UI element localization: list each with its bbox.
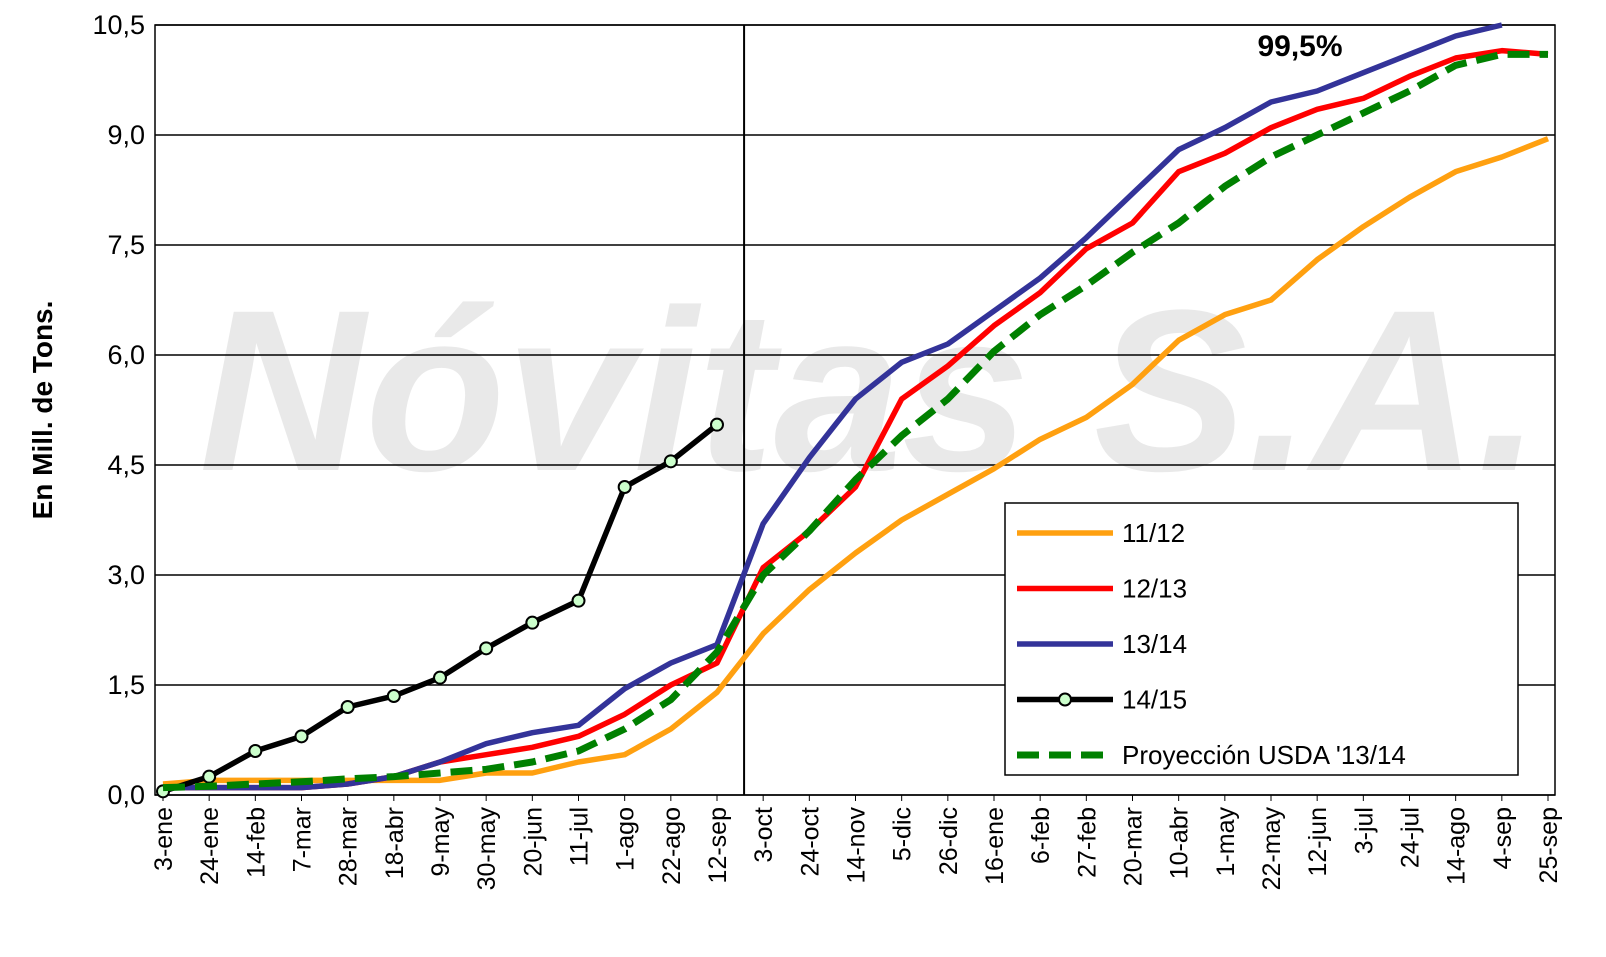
x-tick-label: 20-mar (1120, 807, 1148, 886)
series-marker (617, 480, 632, 494)
y-tick-label: 6,0 (107, 340, 145, 370)
y-tick-label: 4,5 (107, 450, 145, 480)
series-line (163, 22, 1503, 791)
legend-label: Proyección USDA '13/14 (1122, 740, 1406, 770)
series-marker (479, 641, 494, 656)
x-tick-label: 26-dic (935, 807, 963, 875)
x-tick-label: 1-ago (612, 807, 640, 871)
x-tick-label: 10-abr (1166, 807, 1194, 879)
x-tick-label: 22-ago (658, 807, 686, 885)
x-tick-label: 6-feb (1027, 807, 1055, 864)
legend-label: 11/12 (1122, 518, 1185, 548)
x-tick-label: 5-dic (889, 807, 917, 861)
legend-box (1004, 502, 1519, 776)
x-tick-label: 25-sep (1535, 807, 1563, 883)
x-tick-label: 18-abr (381, 807, 409, 879)
x-tick-label: 3-oct (750, 807, 778, 863)
x-tick-label: 12-jun (1304, 807, 1332, 877)
series-marker (294, 729, 309, 744)
series-line (162, 136, 1550, 787)
series-marker (571, 593, 586, 608)
x-tick-label: 12-sep (704, 807, 732, 883)
y-axis-title: En Mill. de Tons. (27, 301, 58, 520)
x-tick-label: 27-feb (1073, 807, 1101, 878)
x-tick-label: 9-may (427, 807, 455, 877)
y-tick-label: 9,0 (107, 120, 145, 150)
series-marker (386, 689, 401, 703)
x-tick-label: 11-jul (566, 807, 594, 866)
series-marker (525, 615, 540, 630)
x-tick-label: 14-ago (1443, 807, 1471, 885)
legend-marker (1058, 692, 1072, 707)
series-marker (433, 670, 447, 685)
x-tick-label: 3-ene (150, 807, 178, 871)
x-tick-label: 30-may (473, 807, 501, 891)
y-tick-label: 7,5 (107, 230, 145, 260)
series-marker (248, 744, 263, 758)
series-marker (340, 700, 355, 714)
legend-label: 13/14 (1122, 629, 1187, 659)
x-tick-label: 24-ene (196, 807, 224, 885)
series-marker (710, 417, 724, 432)
x-tick-label: 7-mar (289, 807, 317, 872)
x-tick-label: 28-mar (335, 807, 363, 886)
y-tick-label: 1,5 (107, 670, 145, 700)
y-tick-label: 0,0 (107, 780, 145, 810)
legend-label: 12/13 (1122, 574, 1187, 604)
y-tick-label: 10,5 (92, 10, 145, 40)
x-tick-label: 24-oct (796, 807, 824, 877)
x-tick-label: 3-jul (1350, 807, 1378, 854)
series-marker (663, 454, 678, 469)
y-tick-label: 3,0 (107, 560, 145, 590)
x-tick-label: 4-sep (1489, 807, 1517, 870)
x-tick-label: 22-may (1258, 807, 1286, 891)
x-tick-label: 14-nov (843, 807, 871, 884)
x-tick-label: 1-may (1212, 807, 1240, 877)
annotation: 99,5% (1257, 30, 1342, 63)
x-tick-label: 24-jul (1397, 807, 1425, 868)
x-tick-label: 14-feb (242, 807, 270, 878)
series-marker (202, 769, 217, 784)
legend-label: 14/15 (1122, 685, 1187, 715)
x-tick-label: 16-ene (981, 807, 1009, 885)
series-line (162, 50, 1548, 792)
x-tick-label: 20-jun (519, 807, 547, 877)
